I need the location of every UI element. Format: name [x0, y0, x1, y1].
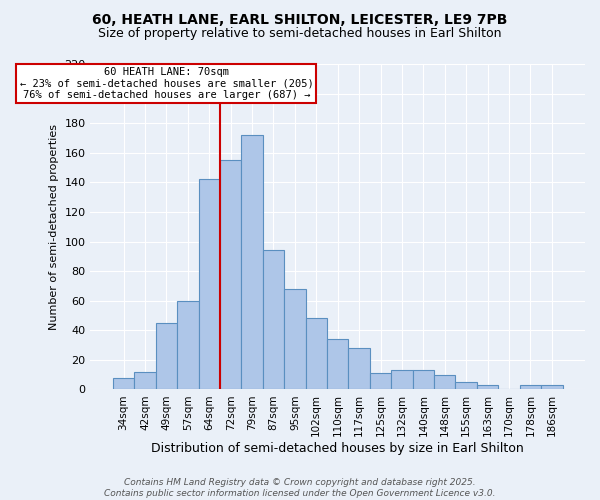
Text: Size of property relative to semi-detached houses in Earl Shilton: Size of property relative to semi-detach… [98, 28, 502, 40]
Bar [156, 323, 177, 390]
Bar [284, 289, 305, 390]
Bar [263, 250, 284, 390]
Bar [134, 372, 156, 390]
Bar [349, 348, 370, 390]
Bar [413, 370, 434, 390]
Text: 60, HEATH LANE, EARL SHILTON, LEICESTER, LE9 7PB: 60, HEATH LANE, EARL SHILTON, LEICESTER,… [92, 12, 508, 26]
Bar [520, 385, 541, 390]
Bar [455, 382, 477, 390]
Bar [477, 385, 498, 390]
Bar [220, 160, 241, 390]
Bar [370, 373, 391, 390]
Text: 60 HEATH LANE: 70sqm
← 23% of semi-detached houses are smaller (205)
76% of semi: 60 HEATH LANE: 70sqm ← 23% of semi-detac… [20, 67, 313, 100]
Bar [434, 374, 455, 390]
Bar [199, 180, 220, 390]
Bar [327, 339, 349, 390]
Bar [305, 318, 327, 390]
Y-axis label: Number of semi-detached properties: Number of semi-detached properties [49, 124, 59, 330]
Bar [541, 385, 563, 390]
Bar [241, 135, 263, 390]
Bar [391, 370, 413, 390]
X-axis label: Distribution of semi-detached houses by size in Earl Shilton: Distribution of semi-detached houses by … [151, 442, 524, 455]
Bar [113, 378, 134, 390]
Text: Contains HM Land Registry data © Crown copyright and database right 2025.
Contai: Contains HM Land Registry data © Crown c… [104, 478, 496, 498]
Bar [177, 300, 199, 390]
